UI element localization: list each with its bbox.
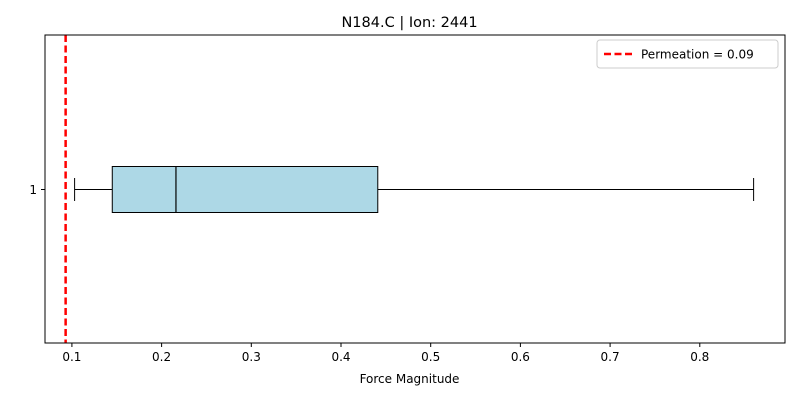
iqr-box [111, 166, 379, 213]
legend: Permeation = 0.09 [596, 39, 779, 69]
x-tick-label: 0.1 [62, 350, 81, 364]
y-tick-label: 1 [29, 183, 37, 197]
plot-area [64, 35, 755, 343]
x-tick-label: 0.5 [421, 350, 440, 364]
x-tick-label: 0.6 [511, 350, 530, 364]
legend-box [596, 39, 779, 69]
x-axis-label: Force Magnitude [360, 372, 460, 386]
legend-entry-label: Permeation = 0.09 [641, 48, 754, 62]
x-tick-label: 0.4 [331, 350, 350, 364]
x-tick-label: 0.3 [242, 350, 261, 364]
x-tick-label: 0.2 [152, 350, 171, 364]
x-tick-label: 0.8 [690, 350, 709, 364]
x-tick-label: 0.7 [601, 350, 620, 364]
chart-title: N184.C | Ion: 2441 [341, 15, 477, 31]
